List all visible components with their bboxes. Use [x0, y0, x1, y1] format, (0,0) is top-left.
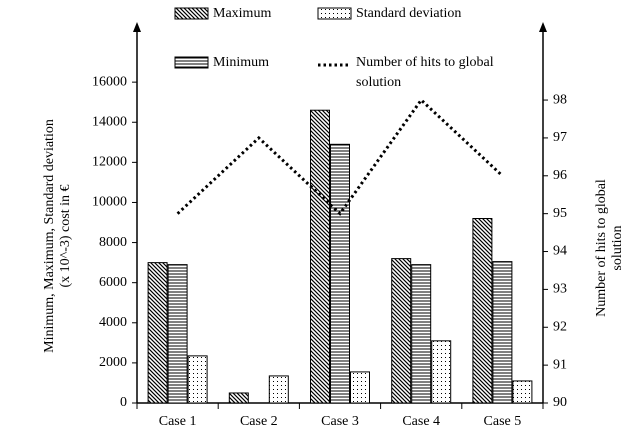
bar: [268, 375, 289, 404]
x-tick-label: Case 1: [159, 414, 197, 429]
y-tick-label: 12000: [92, 155, 127, 170]
bar: [228, 392, 249, 404]
y2-tick-label: 93: [553, 282, 567, 297]
y-tick-label: 10000: [92, 195, 127, 210]
y-tick-label: 16000: [92, 74, 127, 89]
y-axis-arrow: [133, 22, 141, 32]
x-tick-label: Case 2: [240, 414, 278, 429]
y2-tick-label: 91: [553, 357, 567, 372]
x-tick-label: Case 5: [484, 414, 522, 429]
legend-label: Minimum: [213, 55, 270, 70]
bar: [391, 258, 412, 404]
bar: [330, 143, 350, 404]
x-tick-label: Case 3: [321, 414, 359, 429]
y2-tick-label: 94: [553, 244, 567, 259]
bar: [187, 355, 208, 404]
bar: [167, 264, 188, 404]
legend-label: Number of hits to global solution: [356, 55, 494, 90]
y-tick-label: 2000: [99, 355, 127, 370]
bar: [350, 371, 370, 404]
legend-swatch: [317, 7, 352, 20]
y-axis-title: Minimum, Maximum, Standard deviation (x …: [42, 119, 73, 353]
y2-tick-label: 90: [553, 395, 567, 410]
y-tick-label: 8000: [99, 235, 127, 250]
y2-tick-label: 97: [553, 130, 567, 145]
legend-swatch: [174, 56, 209, 69]
bar: [492, 261, 513, 404]
bar: [310, 109, 330, 404]
x-tick-label: Case 4: [402, 414, 440, 429]
bar: [147, 262, 168, 404]
bar: [512, 380, 533, 404]
y2-axis-arrow: [539, 22, 547, 32]
y2-tick-label: 98: [553, 92, 567, 107]
y-tick-label: 14000: [92, 114, 127, 129]
y-tick-label: 4000: [99, 315, 127, 330]
bar: [472, 218, 493, 404]
y2-tick-label: 96: [553, 168, 567, 183]
bar: [431, 340, 452, 404]
y-tick-label: 6000: [99, 275, 127, 290]
legend-label: Standard deviation: [356, 6, 462, 21]
legend-label: Maximum: [213, 6, 272, 21]
legend-swatch: [174, 7, 209, 20]
y2-axis-title: Number of hits to global solution: [594, 179, 625, 317]
line-series: [176, 97, 504, 216]
y2-tick-label: 95: [553, 206, 567, 221]
y2-tick-label: 92: [553, 319, 567, 334]
bar: [411, 264, 432, 404]
y-tick-label: 0: [120, 395, 127, 410]
